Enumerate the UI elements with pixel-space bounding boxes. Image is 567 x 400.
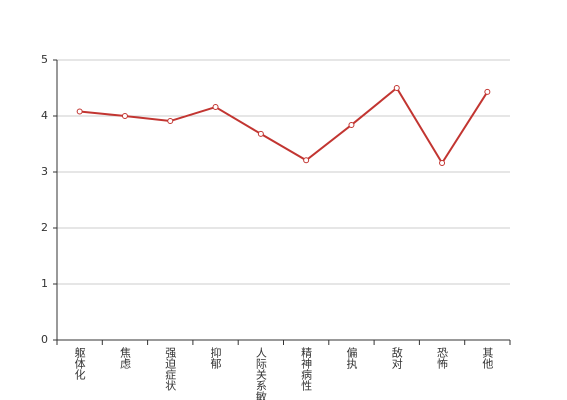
x-tick-label: 强迫症状 (164, 347, 177, 391)
point (212, 104, 219, 111)
x-tick-label: 偏执 (345, 346, 358, 370)
y-tick-label: 0 (41, 333, 48, 346)
x-tick-label: 焦虑 (118, 347, 131, 369)
point (167, 118, 174, 125)
x-tick-label: 恐怖 (436, 347, 449, 369)
point (348, 121, 355, 128)
point (303, 157, 310, 164)
x-tick-label: 其他 (481, 347, 494, 369)
x-tick-label: 敌对 (390, 346, 403, 369)
x-tick-label: 精神病性 (300, 347, 313, 392)
point (439, 160, 446, 167)
y-tick-label: 2 (41, 221, 48, 234)
x-tick-label: 躯体化 (73, 347, 86, 381)
point (121, 113, 128, 119)
x-tick-label: 人际关系敏感 (254, 347, 267, 400)
y-tick-label: 1 (41, 277, 48, 290)
y-tick-label: 5 (41, 53, 48, 66)
line (79, 86, 489, 165)
point (393, 85, 400, 91)
point (257, 130, 264, 137)
y-tick-label: 4 (41, 109, 48, 122)
point (484, 88, 491, 95)
x-tick-label: 抑郁 (209, 346, 222, 369)
y-tick-label: 3 (41, 165, 48, 178)
point (76, 108, 83, 115)
